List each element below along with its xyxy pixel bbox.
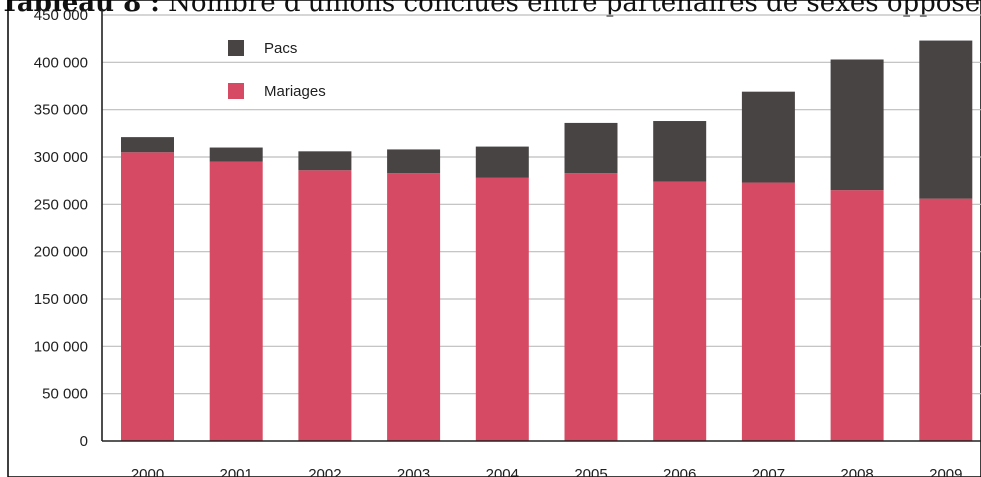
y-tick-label: 150 000 <box>34 291 88 308</box>
bar-mariages-2001 <box>209 161 263 441</box>
bar-mariages-2005 <box>564 173 618 442</box>
x-tick-label: 2000 <box>131 466 164 477</box>
y-axis: 0 50 000 100 000 150 000 200 000 250 000 300 0… <box>34 7 981 450</box>
chart-border <box>7 0 981 477</box>
legend-label-pacs: Pacs <box>264 40 297 57</box>
y-tick-label: 50 000 <box>42 386 88 403</box>
bar-pacs-2002 <box>298 151 352 171</box>
legend-label-mariages: Mariages <box>264 83 326 100</box>
bar-pacs-2004 <box>475 146 529 178</box>
bar-mariages-2009 <box>919 198 973 441</box>
bar-pacs-2009 <box>919 40 973 199</box>
x-tick-label: 2001 <box>220 466 253 477</box>
x-tick-label: 2007 <box>752 466 785 477</box>
x-axis: 2000 2001 2002 2003 2004 2005 2006 2007 2008 2009 <box>131 466 963 477</box>
y-tick-label: 100 000 <box>34 338 88 355</box>
bar-mariages-2006 <box>653 181 707 441</box>
bar-pacs-2001 <box>209 147 263 162</box>
y-tick-label: 400 000 <box>34 54 88 71</box>
x-tick-label: 2003 <box>397 466 430 477</box>
bars <box>121 40 973 442</box>
x-tick-label: 2002 <box>308 466 341 477</box>
bar-mariages-2004 <box>475 177 529 441</box>
legend-swatch-pacs <box>228 40 244 56</box>
legend: Pacs Mariages <box>228 40 326 100</box>
bar-pacs-2005 <box>564 122 618 174</box>
y-tick-label: 350 000 <box>34 102 88 119</box>
bar-pacs-2008 <box>830 59 884 191</box>
y-tick-label: 450 000 <box>34 7 88 24</box>
bar-pacs-2003 <box>387 149 441 174</box>
chart-title-label: Tableau 8 : <box>0 0 160 18</box>
x-tick-label: 2004 <box>486 466 519 477</box>
bar-pacs-2000 <box>121 137 174 153</box>
x-tick-label: 2006 <box>663 466 696 477</box>
y-tick-label: 200 000 <box>34 244 88 261</box>
bar-mariages-2008 <box>830 190 884 441</box>
x-tick-label: 2008 <box>840 466 873 477</box>
bar-mariages-2000 <box>121 152 174 441</box>
bar-mariages-2002 <box>298 170 352 441</box>
x-tick-label: 2005 <box>574 466 607 477</box>
bar-pacs-2007 <box>741 91 795 183</box>
bar-mariages-2007 <box>741 182 795 441</box>
y-tick-label: 300 000 <box>34 149 88 166</box>
bar-pacs-2006 <box>653 121 707 182</box>
x-tick-label: 2009 <box>929 466 962 477</box>
chart-title: Tableau 8 : Nombre d'unions conclues ent… <box>0 0 981 18</box>
bar-mariages-2003 <box>387 173 441 442</box>
y-tick-label: 250 000 <box>34 196 88 213</box>
chart-title-text: Nombre d'unions conclues entre partenair… <box>168 0 981 18</box>
y-tick-label: 0 <box>80 433 88 450</box>
legend-swatch-mariages <box>228 83 244 99</box>
